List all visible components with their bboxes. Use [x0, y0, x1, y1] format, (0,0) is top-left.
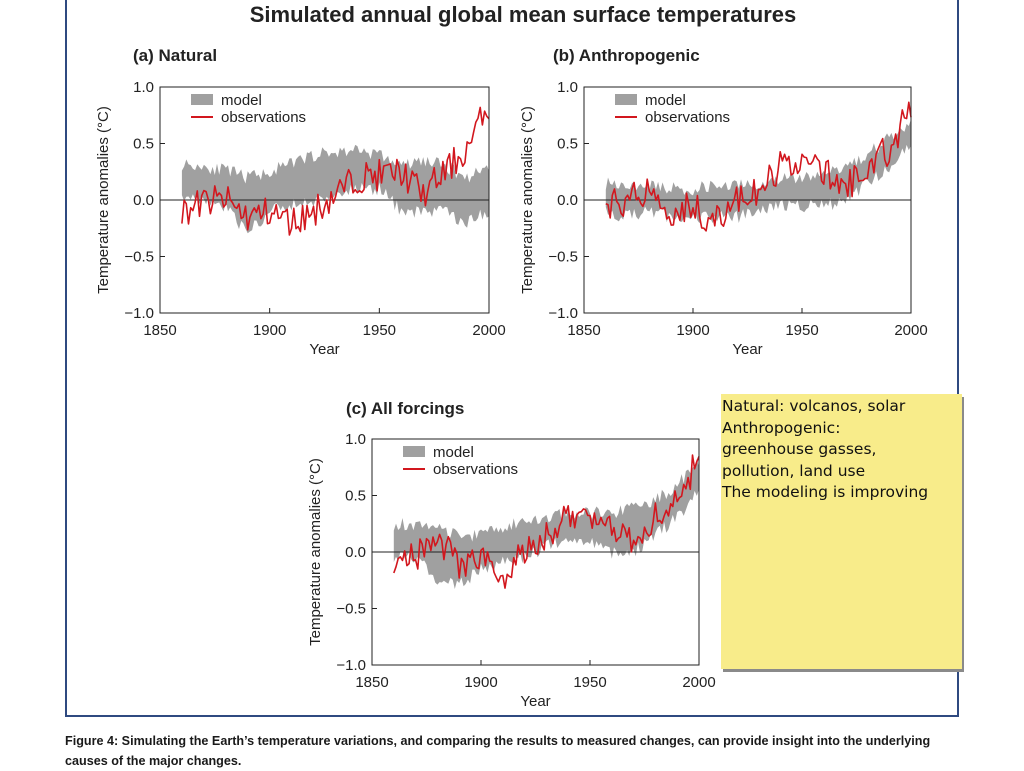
legend-model-swatch [403, 446, 425, 457]
y-tick-label: 0.5 [557, 136, 578, 153]
x-tick-label: 1950 [573, 674, 606, 691]
x-tick-label: 1900 [253, 322, 286, 339]
legend-observations-label: observations [645, 109, 730, 126]
sticky-note: Natural: volcanos, solar Anthropogenic: … [721, 394, 962, 669]
legend-model-label: model [433, 444, 474, 461]
note-line: The modeling is improving [722, 483, 929, 501]
legend-model-swatch [191, 94, 213, 105]
y-tick-label: 1.0 [133, 79, 154, 96]
model-band [605, 119, 911, 224]
observations-line [181, 106, 490, 236]
x-tick-label: 1850 [567, 322, 600, 339]
y-tick-label: −1.0 [336, 657, 366, 674]
legend-model-swatch [615, 94, 637, 105]
panel-c-title: (c) All forcings [346, 399, 465, 418]
legend-model-label: model [221, 92, 262, 109]
figure-caption: Figure 4: Simulating the Earth’s tempera… [65, 734, 931, 768]
legend-observations-label: observations [221, 109, 306, 126]
x-tick-label: 2000 [472, 322, 505, 339]
x-tick-label: 2000 [682, 674, 715, 691]
y-tick-label: 0.5 [345, 488, 366, 505]
panel-b-title: (b) Anthropogenic [553, 46, 700, 65]
y-tick-label: −1.0 [124, 305, 154, 322]
y-tick-label: −1.0 [548, 305, 578, 322]
observations-line [605, 101, 912, 232]
x-axis-label: Year [732, 341, 762, 358]
y-tick-label: 0.0 [345, 544, 366, 561]
x-tick-label: 1950 [785, 322, 818, 339]
note-line: greenhouse gasses, [722, 440, 877, 458]
y-tick-label: 1.0 [557, 79, 578, 96]
x-tick-label: 1850 [355, 674, 388, 691]
y-tick-label: −0.5 [548, 249, 578, 266]
x-tick-label: 1900 [676, 322, 709, 339]
y-axis-label: Temperature anomalies (°C) [519, 106, 536, 294]
y-tick-label: −0.5 [336, 601, 366, 618]
observations-line [393, 454, 700, 589]
figure-title: Simulated annual global mean surface tem… [249, 2, 797, 27]
y-tick-label: 1.0 [345, 431, 366, 448]
legend-model-label: model [645, 92, 686, 109]
x-tick-label: 2000 [894, 322, 927, 339]
model-band [181, 144, 489, 234]
x-axis-label: Year [309, 341, 339, 358]
panel-a-title: (a) Natural [133, 46, 218, 65]
x-tick-label: 1900 [464, 674, 497, 691]
y-tick-label: 0.0 [133, 192, 154, 209]
slide-frame [65, 0, 959, 717]
note-line: Anthropogenic: [722, 418, 841, 437]
y-axis-label: Temperature anomalies (°C) [95, 106, 112, 294]
x-tick-label: 1950 [363, 322, 396, 339]
note-line: Natural: volcanos, solar [722, 397, 906, 415]
y-axis-label: Temperature anomalies (°C) [307, 458, 324, 646]
x-axis-label: Year [520, 693, 550, 710]
legend-observations-label: observations [433, 461, 518, 478]
y-tick-label: 0.5 [133, 136, 154, 153]
y-tick-label: −0.5 [124, 249, 154, 266]
note-line: pollution, land use [722, 461, 866, 480]
x-tick-label: 1850 [143, 322, 176, 339]
y-tick-label: 0.0 [557, 192, 578, 209]
